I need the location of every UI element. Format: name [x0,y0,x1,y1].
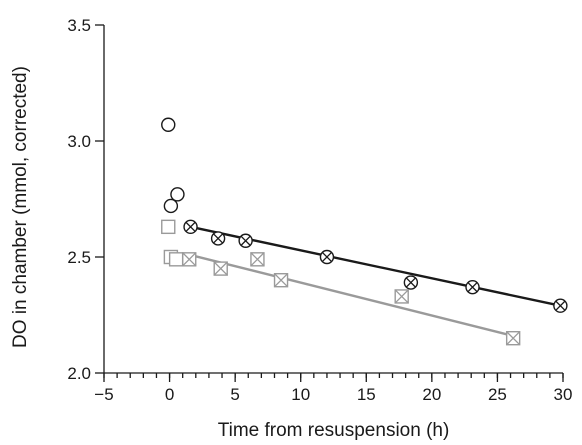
circle-x-marker [553,298,568,313]
x-tick-label: 20 [422,385,441,404]
circle-x-marker [238,233,253,248]
x-tick-label: 10 [291,385,310,404]
square-x-marker [213,261,228,276]
x-tick-label: 30 [554,385,573,404]
square-x-marker [505,331,521,346]
x-tick-label: 15 [357,385,376,404]
x-axis-ticks: −5 0 5 10 15 20 25 30 [94,373,572,404]
y-tick-label: 2.0 [67,364,91,383]
square-x-marker [273,273,289,288]
circle-x-marker [403,275,419,290]
x-tick-label: 0 [165,385,174,404]
circle-marker [170,187,185,202]
y-axis-label: DO in chamber (mmol, corrected) [10,66,31,348]
square-marker [161,219,176,235]
circle-marker [161,117,176,132]
y-tick-label: 2.5 [67,248,91,267]
data-markers [161,117,568,346]
axes: −5 0 5 10 15 20 25 30 2.0 2.5 3.0 3.5 [67,16,572,404]
square-marker [168,252,184,267]
circle-x-marker [210,231,226,246]
x-axis-label: Time from resuspension (h) [218,420,450,441]
circle-marker [163,198,179,214]
y-tick-label: 3.0 [67,132,91,151]
x-tick-label: 25 [488,385,507,404]
square-x-marker [182,252,197,267]
fit-line [188,253,514,338]
square-x-marker [250,252,265,267]
y-axis-ticks: 2.0 2.5 3.0 3.5 [67,16,104,383]
x-tick-label: −5 [94,385,113,404]
y-tick-label: 3.5 [67,16,91,35]
circle-x-marker [319,249,335,265]
x-tick-label: 5 [230,385,239,404]
square-x-marker [394,289,409,304]
circle-x-marker [183,219,198,235]
circle-x-marker [465,279,480,295]
